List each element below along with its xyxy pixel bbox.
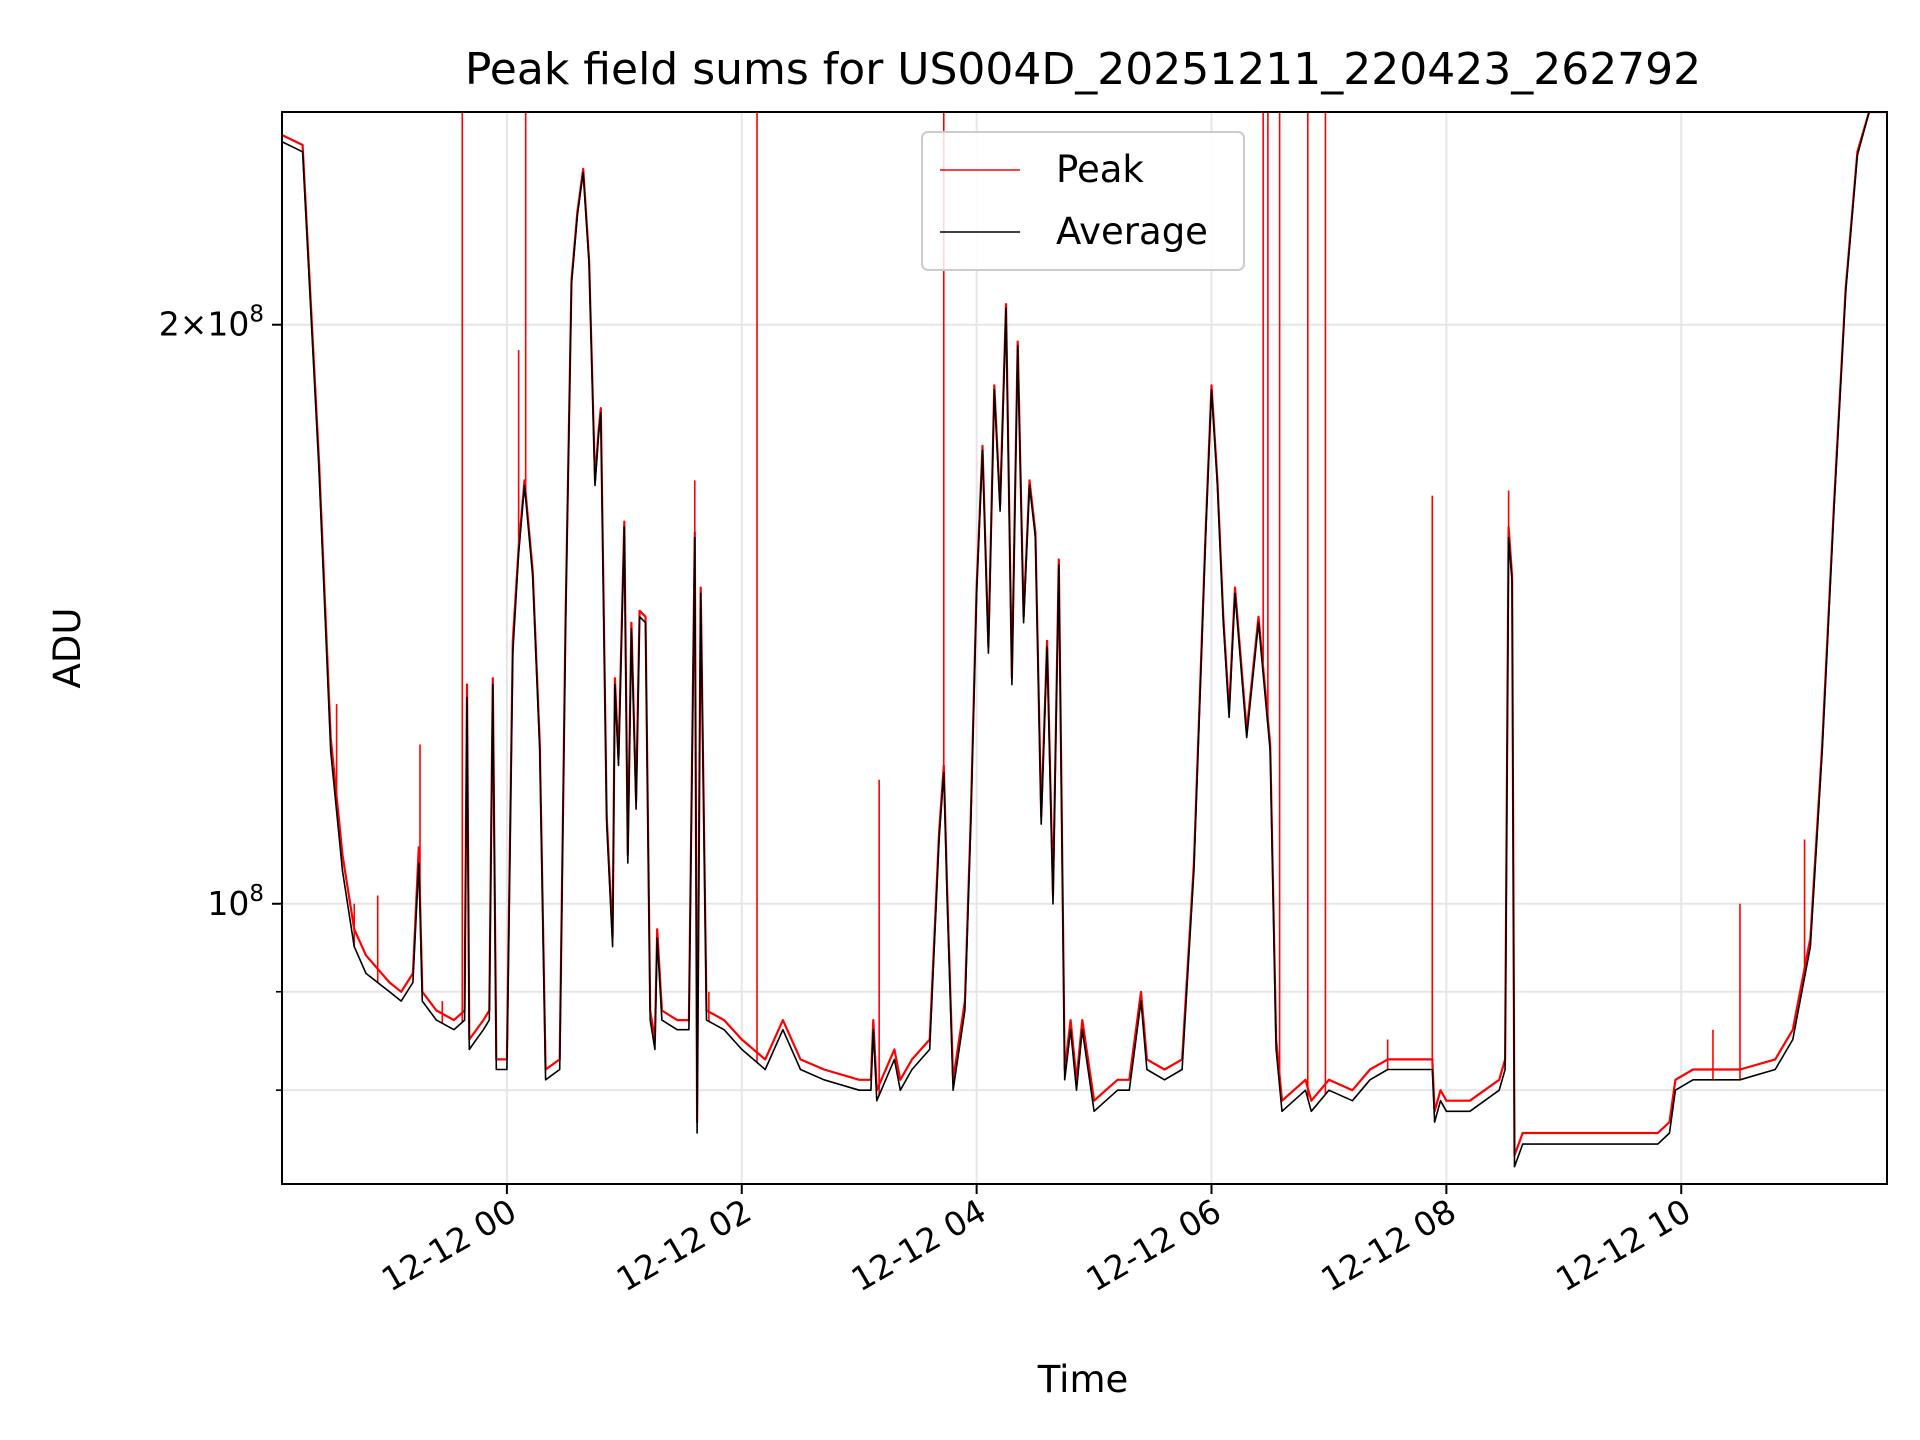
y-tick-label: 108 [207, 881, 264, 923]
plot-frame [281, 111, 1888, 1185]
y-tick-label: 2×108 [159, 302, 264, 344]
y-axis-label: ADU [46, 608, 89, 689]
y-axis: 108 2×108 [159, 302, 282, 1091]
legend-label-average: Average [1056, 210, 1208, 253]
series-line-average [282, 112, 1887, 1168]
plot-background [282, 112, 1887, 1184]
plot-area [281, 111, 1888, 1185]
legend-label-peak: Peak [1056, 148, 1144, 191]
chart-title: Peak field sums for US004D_20251211_2204… [465, 44, 1701, 95]
series-layer [282, 112, 1887, 1168]
grid-layer [282, 112, 1887, 1184]
legend-box [921, 131, 1245, 271]
x-axis-label: Time [1037, 1358, 1129, 1401]
legend: Peak Average [921, 131, 1245, 271]
